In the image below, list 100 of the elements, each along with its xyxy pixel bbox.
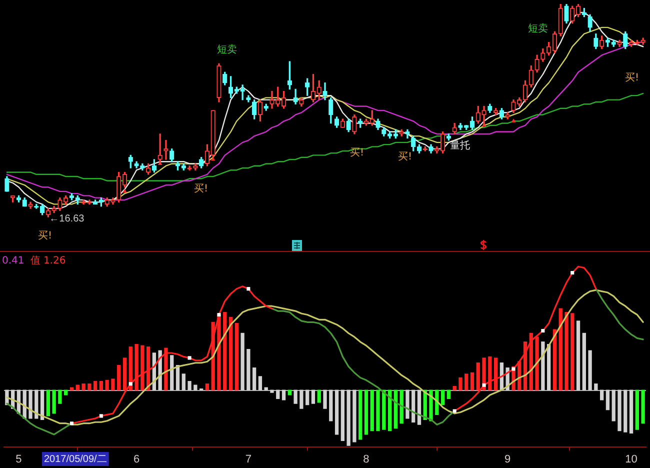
bar bbox=[364, 390, 368, 435]
bar bbox=[205, 384, 210, 390]
text: 0.41 bbox=[2, 256, 24, 267]
x-tick-label: 5 bbox=[16, 453, 22, 466]
bar bbox=[111, 378, 115, 390]
x-tick-label: 10 bbox=[625, 453, 638, 466]
bar bbox=[134, 344, 138, 390]
x-tick-label: 6 bbox=[133, 453, 140, 466]
bar bbox=[594, 384, 598, 390]
bar bbox=[570, 313, 574, 390]
bar bbox=[228, 316, 233, 390]
bar bbox=[494, 358, 498, 390]
bar bbox=[334, 390, 339, 435]
x-tick-label: 9 bbox=[504, 453, 511, 466]
bar bbox=[488, 356, 492, 390]
point bbox=[511, 118, 516, 122]
bar bbox=[258, 376, 262, 390]
bar bbox=[564, 312, 568, 390]
bar bbox=[276, 390, 280, 399]
text: 值 1.26 bbox=[30, 256, 66, 267]
bar bbox=[28, 390, 32, 419]
bar bbox=[358, 390, 362, 440]
bar bbox=[234, 323, 238, 390]
bar bbox=[412, 390, 416, 422]
x-tick-label: 7 bbox=[245, 453, 252, 466]
bar bbox=[588, 350, 592, 390]
bar bbox=[194, 384, 198, 390]
point bbox=[128, 382, 132, 386]
bar bbox=[641, 390, 645, 424]
bar bbox=[176, 365, 180, 390]
bar bbox=[382, 390, 386, 430]
text: 2017/05/09/二 bbox=[44, 454, 107, 465]
bar bbox=[618, 390, 622, 432]
bar bbox=[105, 380, 109, 390]
bar bbox=[282, 390, 286, 400]
bar bbox=[46, 390, 50, 416]
candlestick bbox=[164, 140, 168, 160]
bar bbox=[170, 355, 174, 390]
bar bbox=[376, 390, 380, 432]
bar bbox=[546, 344, 551, 390]
bar bbox=[624, 390, 628, 432]
bar bbox=[346, 390, 350, 446]
bar bbox=[288, 390, 292, 396]
point bbox=[217, 312, 221, 317]
bar bbox=[406, 390, 410, 419]
bar bbox=[482, 358, 486, 390]
bar bbox=[370, 390, 374, 432]
annotation: 短卖 bbox=[217, 44, 237, 56]
bar bbox=[600, 390, 604, 400]
bar bbox=[294, 390, 298, 404]
bar bbox=[117, 365, 121, 390]
annotation: 买! bbox=[398, 152, 412, 163]
bar bbox=[541, 342, 545, 390]
bar bbox=[300, 390, 304, 409]
bar bbox=[311, 390, 316, 404]
point bbox=[70, 422, 74, 426]
point bbox=[99, 414, 103, 418]
bar bbox=[340, 390, 344, 441]
bar bbox=[582, 332, 586, 390]
bar bbox=[188, 381, 192, 390]
bar bbox=[352, 390, 356, 442]
bar bbox=[329, 390, 333, 422]
bar bbox=[552, 329, 557, 390]
bar bbox=[70, 387, 74, 390]
bar bbox=[99, 381, 104, 390]
bar bbox=[58, 390, 62, 404]
bar bbox=[476, 362, 480, 390]
x-tick-label: 8 bbox=[363, 453, 370, 466]
bar bbox=[270, 390, 274, 393]
bar bbox=[635, 390, 639, 430]
bar bbox=[394, 390, 398, 429]
bar bbox=[535, 336, 539, 390]
bar bbox=[440, 390, 445, 406]
bar bbox=[82, 384, 86, 390]
annotation: 买! bbox=[624, 72, 640, 84]
annotation: 买! bbox=[350, 148, 364, 159]
bar bbox=[400, 390, 404, 424]
annotation: 买! bbox=[194, 184, 208, 195]
bar bbox=[458, 377, 462, 390]
bar bbox=[76, 384, 80, 390]
bar bbox=[182, 374, 186, 390]
bar bbox=[417, 390, 422, 425]
point bbox=[188, 356, 192, 360]
bar bbox=[34, 390, 38, 419]
text: 买! bbox=[38, 230, 52, 242]
bar bbox=[576, 320, 580, 390]
bar bbox=[252, 367, 256, 390]
bar bbox=[246, 348, 250, 390]
bar bbox=[93, 381, 98, 390]
bar bbox=[217, 314, 221, 390]
point bbox=[246, 287, 250, 291]
bar bbox=[223, 312, 227, 390]
annotation: 短卖 bbox=[528, 22, 548, 35]
bar bbox=[470, 372, 474, 390]
bar bbox=[88, 384, 92, 390]
bar bbox=[317, 390, 321, 403]
bar bbox=[52, 390, 56, 414]
bar bbox=[612, 390, 616, 422]
bar bbox=[264, 387, 268, 390]
point bbox=[482, 383, 486, 387]
